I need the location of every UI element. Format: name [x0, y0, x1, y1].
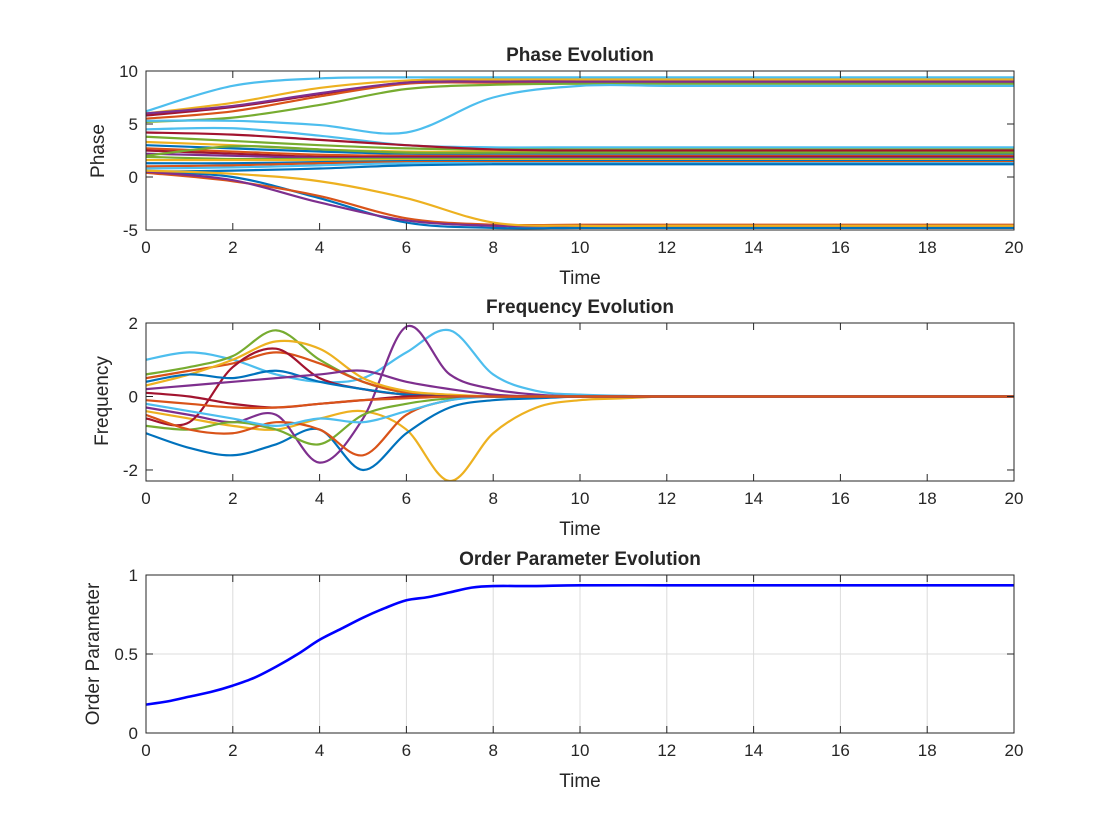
phase-series-line — [146, 163, 1014, 173]
order-title: Order Parameter Evolution — [459, 549, 701, 570]
phase-ytick-label: -5 — [123, 221, 138, 240]
phase-series-line — [146, 131, 1014, 152]
phase-series-line — [146, 144, 1014, 157]
order-xticks: 0 2 4 6 8 10 12 14 16 18 20 — [141, 575, 1023, 760]
phase-xtick-label: 12 — [657, 238, 676, 257]
order-xtick-label: 8 — [488, 741, 497, 760]
phase-ylabel: Phase — [88, 124, 109, 178]
order-xtick-label: 20 — [1005, 741, 1024, 760]
phase-xtick-label: 0 — [141, 238, 150, 257]
order-xtick-label: 18 — [918, 741, 937, 760]
frequency-title: Frequency Evolution — [486, 297, 674, 318]
order-ytick-label: 1 — [129, 566, 138, 585]
phase-xtick-label: 2 — [228, 238, 237, 257]
order-ylabel: Order Parameter — [83, 582, 104, 725]
order-series-line — [146, 583, 1014, 706]
phase-xtick-label: 14 — [744, 238, 763, 257]
order-ytick-label: 0.5 — [114, 645, 138, 664]
phase-xtick-label: 10 — [571, 238, 590, 257]
phase-xlabel: Time — [559, 268, 601, 289]
order-xtick-label: 0 — [141, 741, 150, 760]
frequency-xtick-label: 20 — [1005, 489, 1024, 508]
order-xtick-label: 16 — [831, 741, 850, 760]
frequency-ytick-label: -2 — [123, 461, 138, 480]
frequency-ytick-label: 0 — [129, 387, 138, 406]
phase-xtick-label: 18 — [918, 238, 937, 257]
order-xtick-label: 6 — [402, 741, 411, 760]
phase-xticks: 0 2 4 6 8 10 12 14 16 18 20 — [141, 71, 1023, 257]
order-xlabel: Time — [559, 771, 601, 792]
phase-series-line — [146, 78, 1014, 115]
phase-ytick-label: 5 — [129, 115, 138, 134]
frequency-xtick-label: 14 — [744, 489, 763, 508]
phase-series-line — [146, 82, 1014, 123]
frequency-xtick-label: 0 — [141, 489, 150, 508]
order-xtick-label: 14 — [744, 741, 763, 760]
order-xtick-label: 10 — [571, 741, 590, 760]
order-xtick-label: 4 — [315, 741, 324, 760]
phase-xtick-label: 20 — [1005, 238, 1024, 257]
phase-ytick-label: 10 — [119, 62, 138, 81]
frequency-ytick-label: 2 — [129, 314, 138, 333]
order-subplot: Order Parameter Evolution 0 2 4 6 8 10 12 14 16 1… — [83, 549, 1023, 792]
order-xtick-label: 12 — [657, 741, 676, 760]
frequency-yticks: -2 0 2 — [123, 314, 1014, 480]
phase-xtick-label: 8 — [488, 238, 497, 257]
phase-yticks: -5 0 5 10 — [119, 62, 1014, 240]
frequency-series-line — [146, 395, 1014, 410]
frequency-subplot: Frequency Evolution 0 2 4 6 8 10 12 14 16 18 20 -2… — [92, 297, 1023, 540]
frequency-xtick-label: 18 — [918, 489, 937, 508]
frequency-ylabel: Frequency — [92, 356, 113, 446]
order-ytick-label: 0 — [129, 724, 138, 743]
phase-series-line — [146, 126, 1014, 149]
frequency-xticks: 0 2 4 6 8 10 12 14 16 18 20 — [141, 323, 1023, 508]
order-yticks: 00.51 — [114, 566, 1014, 743]
phase-lines — [146, 76, 1014, 230]
frequency-xtick-label: 10 — [571, 489, 590, 508]
frequency-xtick-label: 6 — [402, 489, 411, 508]
frequency-xtick-label: 12 — [657, 489, 676, 508]
phase-xtick-label: 6 — [402, 238, 411, 257]
frequency-xlabel: Time — [559, 519, 601, 540]
order-lines — [146, 583, 1014, 706]
phase-series-line — [146, 80, 1014, 115]
phase-ytick-label: 0 — [129, 168, 138, 187]
frequency-xtick-label: 2 — [228, 489, 237, 508]
frequency-lines — [146, 324, 1014, 481]
order-xtick-label: 2 — [228, 741, 237, 760]
phase-series-line — [146, 83, 1014, 135]
phase-xtick-label: 16 — [831, 238, 850, 257]
phase-xtick-label: 4 — [315, 238, 324, 257]
frequency-xtick-label: 16 — [831, 489, 850, 508]
frequency-xtick-label: 8 — [488, 489, 497, 508]
phase-title: Phase Evolution — [506, 45, 654, 66]
frequency-xtick-label: 4 — [315, 489, 324, 508]
phase-subplot: Phase Evolution 0 2 4 6 8 10 12 14 16 18 20 -50510… — [88, 45, 1023, 289]
